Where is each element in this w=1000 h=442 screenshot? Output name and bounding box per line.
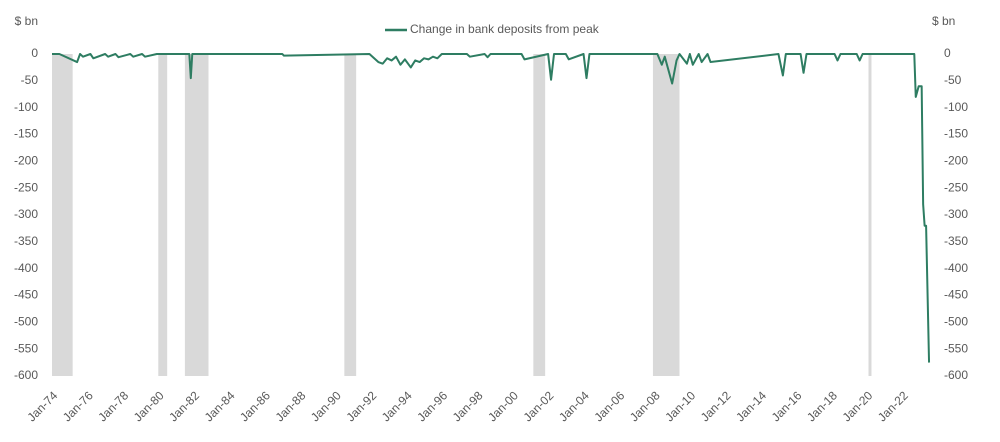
x-tick-label: Jan-10	[662, 388, 698, 424]
x-tick-label: Jan-22	[875, 388, 911, 424]
recession-shade	[184, 54, 209, 376]
recession-shade	[868, 54, 872, 376]
y2-tick-label: -450	[944, 288, 968, 302]
y-tick-label: -500	[14, 315, 38, 329]
x-tick-label: Jan-82	[166, 388, 202, 424]
x-tick-label: Jan-98	[450, 388, 486, 424]
x-tick-label: Jan-76	[60, 388, 96, 424]
y-tick-label: -300	[14, 207, 38, 221]
x-tick-label: Jan-96	[414, 388, 450, 424]
x-tick-label: Jan-92	[343, 388, 379, 424]
y-tick-label: -550	[14, 341, 38, 355]
y2-tick-label: -500	[944, 315, 968, 329]
y-tick-label: -400	[14, 261, 38, 275]
recession-shade	[158, 54, 168, 376]
y2-tick-label: -300	[944, 207, 968, 221]
y-tick-label: 0	[31, 46, 38, 60]
x-tick-label: Jan-78	[95, 388, 131, 424]
y-tick-label: -250	[14, 180, 38, 194]
data-line	[52, 53, 931, 363]
x-tick-label: Jan-00	[485, 388, 521, 424]
y-tick-label: -350	[14, 234, 38, 248]
x-tick-label: Jan-74	[25, 388, 61, 424]
x-tick-label: Jan-94	[379, 388, 415, 424]
x-tick-label: Jan-16	[769, 388, 805, 424]
recession-shade	[344, 54, 357, 376]
x-tick-label: Jan-06	[591, 388, 627, 424]
y2-tick-label: -600	[944, 368, 968, 382]
x-tick-label: Jan-12	[698, 388, 734, 424]
y2-tick-label: -250	[944, 180, 968, 194]
y-tick-label: -200	[14, 154, 38, 168]
y2-tick-label: -100	[944, 100, 968, 114]
x-tick-label: Jan-14	[733, 388, 769, 424]
y-tick-label: -150	[14, 127, 38, 141]
x-tick-label: Jan-88	[273, 388, 309, 424]
x-tick-label: Jan-86	[237, 388, 273, 424]
recession-shade	[652, 54, 680, 376]
legend-label: Change in bank deposits from peak	[410, 22, 600, 36]
y-tick-label: -600	[14, 368, 38, 382]
y-tick-label: -450	[14, 288, 38, 302]
recession-shade	[533, 54, 546, 376]
x-tick-label: Jan-18	[804, 388, 840, 424]
y2-tick-label: -550	[944, 341, 968, 355]
y2-axis-label: $ bn	[932, 14, 955, 28]
y2-tick-label: 0	[944, 46, 951, 60]
y2-tick-label: -50	[944, 73, 962, 87]
x-tick-label: Jan-84	[202, 388, 238, 424]
x-tick-label: Jan-90	[308, 388, 344, 424]
recession-shade	[52, 54, 73, 376]
y2-tick-label: -150	[944, 127, 968, 141]
y2-tick-label: -350	[944, 234, 968, 248]
shading-group	[52, 54, 872, 376]
x-tick-label: Jan-20	[840, 388, 876, 424]
y2-tick-label: -400	[944, 261, 968, 275]
x-tick-label: Jan-04	[556, 388, 592, 424]
y-axis-label: $ bn	[15, 14, 38, 28]
y2-tick-label: -200	[944, 154, 968, 168]
x-tick-label: Jan-08	[627, 388, 663, 424]
y-tick-label: -50	[21, 73, 39, 87]
y-tick-label: -100	[14, 100, 38, 114]
x-tick-label: Jan-80	[131, 388, 167, 424]
x-tick-label: Jan-02	[521, 388, 557, 424]
